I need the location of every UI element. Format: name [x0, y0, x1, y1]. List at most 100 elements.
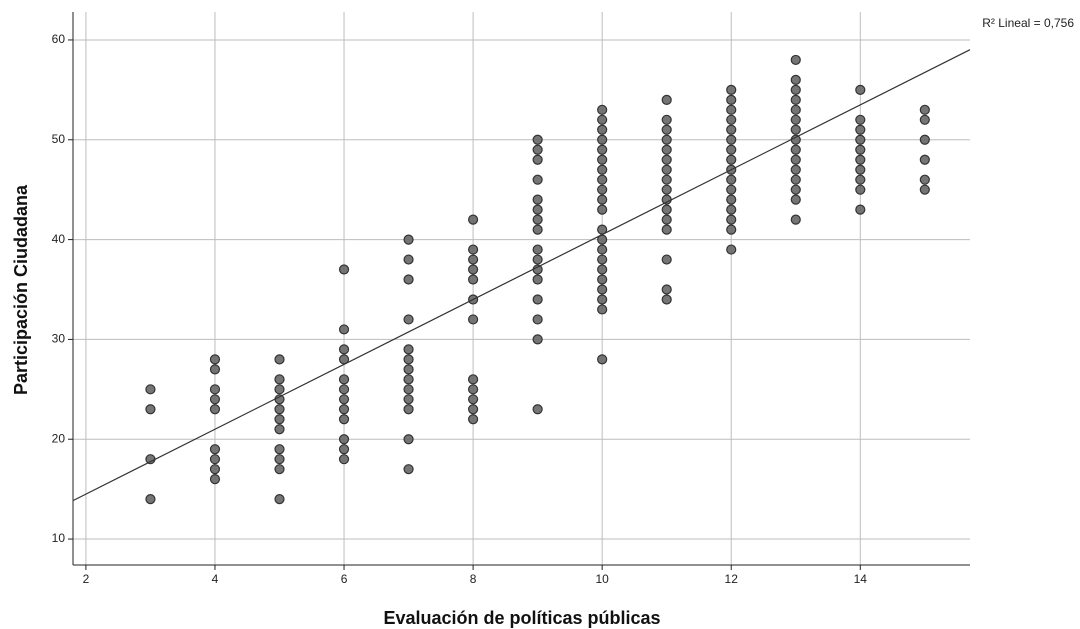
- y-tick-label: 50: [52, 132, 66, 146]
- point: [726, 204, 737, 215]
- x-tick-label: 14: [854, 572, 868, 586]
- point: [726, 244, 737, 255]
- x-tick-label: 6: [341, 572, 348, 586]
- point: [274, 414, 285, 425]
- point: [209, 474, 221, 485]
- point: [532, 154, 543, 165]
- point: [403, 364, 414, 375]
- point: [919, 134, 930, 145]
- point: [919, 184, 930, 195]
- point: [597, 124, 608, 135]
- y-tick-label: 60: [52, 32, 66, 46]
- point: [403, 254, 414, 265]
- point: [726, 114, 737, 125]
- point: [726, 224, 737, 235]
- point: [532, 224, 543, 235]
- point: [468, 374, 479, 385]
- point: [338, 344, 350, 355]
- point: [726, 194, 737, 205]
- point: [338, 384, 350, 395]
- point: [597, 304, 608, 315]
- point: [338, 324, 350, 335]
- point: [468, 244, 479, 255]
- point: [726, 104, 737, 115]
- point: [403, 464, 414, 475]
- point: [726, 84, 737, 95]
- point: [790, 194, 801, 205]
- point: [790, 84, 801, 95]
- point: [597, 114, 608, 125]
- point: [403, 374, 414, 385]
- point: [532, 404, 543, 415]
- point: [726, 94, 737, 105]
- point: [855, 134, 866, 145]
- point: [661, 174, 672, 185]
- point: [726, 184, 737, 195]
- point: [790, 74, 801, 85]
- point: [338, 394, 350, 405]
- fit-line: [72, 49, 971, 502]
- point: [597, 194, 608, 205]
- point: [790, 184, 801, 195]
- x-tick-label: 10: [595, 572, 609, 586]
- point: [338, 414, 350, 425]
- x-tick-label: 2: [83, 572, 90, 586]
- point: [532, 134, 543, 145]
- point: [726, 144, 737, 155]
- point: [597, 174, 608, 185]
- point: [855, 114, 866, 125]
- point: [403, 314, 414, 325]
- point: [661, 214, 672, 225]
- point: [597, 274, 608, 285]
- point: [274, 354, 285, 365]
- point: [597, 204, 608, 215]
- point: [790, 154, 801, 165]
- point: [597, 284, 608, 295]
- point: [661, 94, 672, 105]
- point: [855, 124, 866, 135]
- point: [597, 144, 608, 155]
- point: [661, 254, 672, 265]
- point: [403, 234, 414, 245]
- point: [209, 404, 221, 415]
- point: [145, 494, 156, 505]
- point: [661, 294, 672, 305]
- point: [661, 224, 672, 235]
- y-axis-title: Participación Ciudadana: [11, 184, 31, 395]
- point: [597, 164, 608, 175]
- point: [790, 54, 801, 66]
- point: [209, 454, 221, 465]
- point: [468, 414, 479, 425]
- point: [597, 154, 608, 165]
- point: [532, 334, 543, 345]
- point: [532, 274, 543, 285]
- r2-annotation: R² Lineal = 0,756: [982, 16, 1074, 30]
- point: [726, 174, 737, 185]
- point: [209, 464, 221, 475]
- point: [532, 254, 543, 265]
- point: [661, 164, 672, 175]
- point: [209, 444, 221, 455]
- point: [661, 124, 672, 135]
- point: [726, 214, 737, 225]
- y-tick-label: 20: [52, 431, 66, 445]
- point: [274, 384, 285, 395]
- point: [790, 104, 801, 115]
- point: [532, 314, 543, 325]
- point: [532, 174, 543, 185]
- point: [661, 184, 672, 195]
- point: [532, 294, 543, 305]
- point: [403, 274, 414, 285]
- point: [726, 124, 737, 135]
- point: [468, 274, 479, 285]
- point: [855, 164, 866, 175]
- point: [338, 264, 350, 275]
- x-axis-title: Evaluación de políticas públicas: [383, 608, 660, 628]
- point: [338, 434, 350, 445]
- point: [532, 204, 543, 215]
- point: [145, 404, 156, 415]
- point: [468, 404, 479, 415]
- point: [403, 384, 414, 395]
- x-tick-label: 8: [470, 572, 477, 586]
- point: [790, 144, 801, 155]
